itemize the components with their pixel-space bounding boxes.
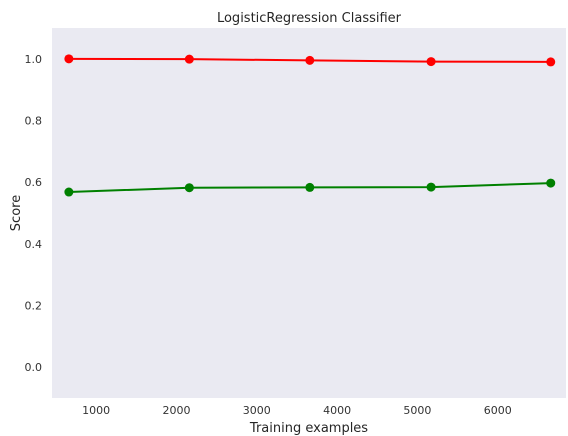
data-point [305,182,315,192]
y-tick-label: 0.4 [25,238,43,251]
x-tick-label: 3000 [243,404,271,417]
data-point [546,57,556,67]
chart-title: LogisticRegression Classifier [217,11,402,26]
x-axis-label: Training examples [249,421,368,436]
y-tick-label: 0.2 [25,300,43,313]
y-tick-label: 1.0 [25,53,43,66]
x-tick-label: 4000 [323,404,351,417]
series-layer [64,54,556,197]
axis-ticks: 1000 2000 3000 4000 5000 6000 0.0 0.2 0.4 0.6 0.8 1… [25,53,512,417]
y-axis-label: Score [9,195,24,231]
data-point [426,182,436,192]
y-tick-label: 0.6 [25,176,43,189]
data-point [426,57,436,67]
data-point [184,54,194,64]
plot-area [52,28,566,398]
data-point [305,55,315,65]
data-point [184,183,194,193]
y-tick-label: 0.0 [25,361,43,374]
x-tick-label: 1000 [82,404,110,417]
x-tick-label: 5000 [403,404,431,417]
data-point [546,178,556,188]
y-tick-label: 0.8 [25,115,43,128]
x-tick-label: 6000 [484,404,512,417]
data-point [64,54,74,64]
x-tick-label: 2000 [162,404,190,417]
data-point [64,187,74,197]
